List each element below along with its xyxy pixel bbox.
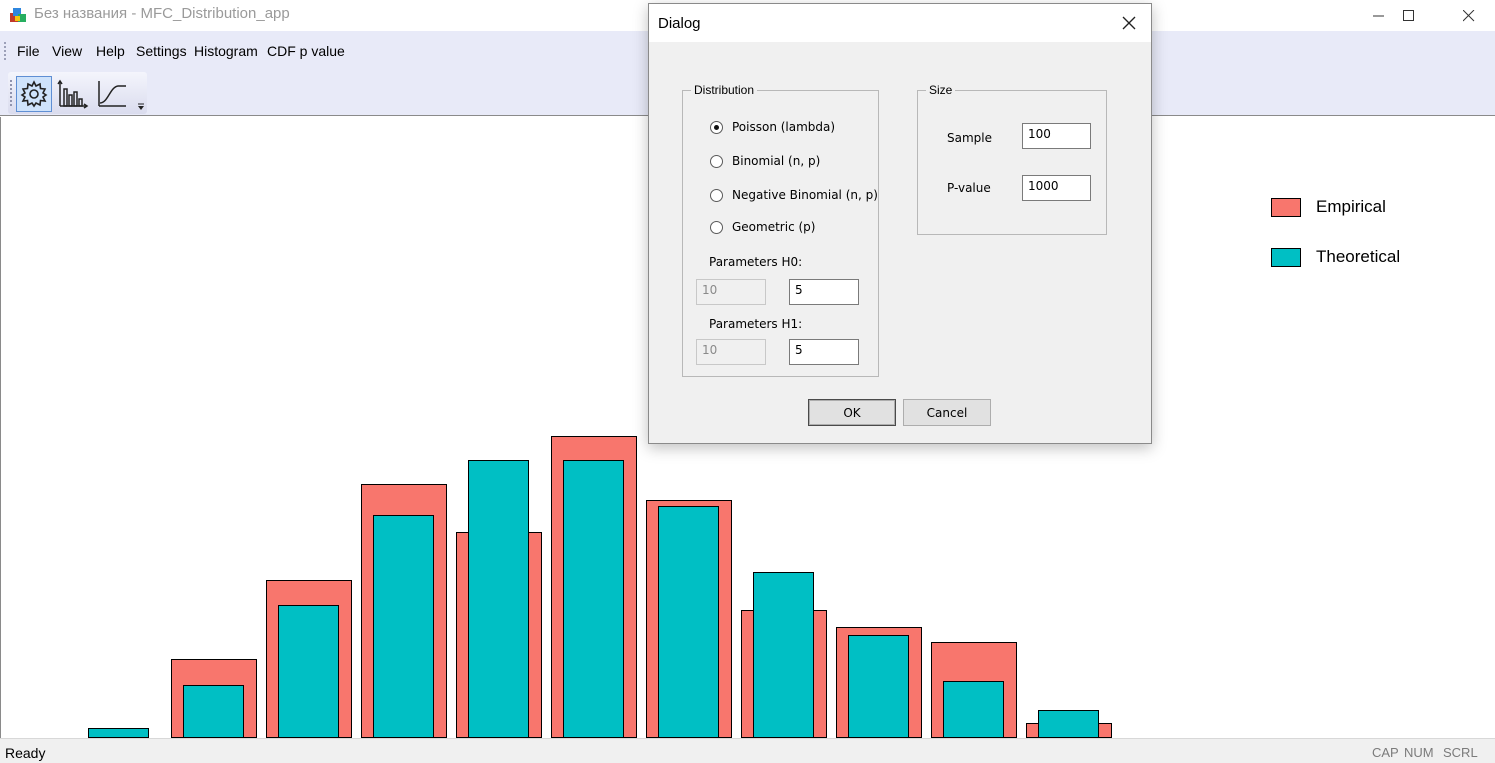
legend-item-empirical: Empirical <box>1271 197 1386 217</box>
theoretical-bar-6 <box>658 506 719 738</box>
legend-swatch-empirical <box>1271 197 1301 217</box>
radio-label-poisson: Poisson (lambda) <box>732 120 836 134</box>
close-icon <box>1122 16 1136 30</box>
radio-button[interactable] <box>710 188 723 202</box>
radio-button[interactable] <box>710 154 723 168</box>
maximize-icon <box>1403 9 1414 21</box>
pvalue-field[interactable]: 1000 <box>1022 175 1091 201</box>
cdf-toolbar-button[interactable] <box>94 76 130 112</box>
h0-param1-field: 10 <box>696 279 766 305</box>
menu-file[interactable]: File <box>17 43 40 59</box>
cdf-curve-icon <box>98 81 126 107</box>
window-title: Без названия - MFC_Distribution_app <box>34 5 290 22</box>
toolbar-options-icon[interactable] <box>137 103 145 111</box>
histogram-icon <box>57 79 89 109</box>
parameters-h1-label: Parameters H1: <box>709 317 803 331</box>
theoretical-bar-9 <box>943 681 1004 738</box>
legend-item-theoretical: Theoretical <box>1271 247 1400 267</box>
theoretical-bar-5 <box>563 460 624 738</box>
app-icon <box>10 8 26 22</box>
settings-dialog: Dialog Distribution Poisson (lambda) Bin… <box>648 3 1152 444</box>
menubar-grip[interactable] <box>4 42 6 60</box>
menu-cdf-p-value[interactable]: CDF p value <box>267 43 345 59</box>
dialog-title-bar[interactable]: Dialog <box>649 4 1151 42</box>
parameters-h0-label: Parameters H0: <box>709 255 803 269</box>
maximize-button[interactable] <box>1386 0 1432 31</box>
minimize-button[interactable] <box>1356 0 1402 31</box>
h0-param2-field[interactable]: 5 <box>789 279 859 305</box>
status-text: Ready <box>5 745 46 761</box>
theoretical-bar-4 <box>468 460 529 738</box>
theoretical-bar-7 <box>753 572 814 738</box>
close-icon <box>1463 9 1475 21</box>
ok-button[interactable]: OK <box>808 399 896 426</box>
menu-help[interactable]: Help <box>96 43 125 59</box>
radio-label-binomial: Binomial (n, p) <box>732 154 821 168</box>
cancel-button[interactable]: Cancel <box>903 399 991 426</box>
distribution-group: Distribution <box>682 83 879 377</box>
radio-poisson[interactable]: Poisson (lambda) <box>710 120 835 134</box>
h1-param1-field: 10 <box>696 339 766 365</box>
menu-view[interactable]: View <box>52 43 83 59</box>
legend-label-empirical: Empirical <box>1316 197 1386 216</box>
legend-label-theoretical: Theoretical <box>1316 247 1401 266</box>
theoretical-bar-10 <box>1038 710 1099 738</box>
size-caption: Size <box>926 83 956 97</box>
radio-negative-binomial[interactable]: Negative Binomial (n, p) <box>710 188 878 202</box>
dialog-title: Dialog <box>658 15 701 32</box>
sample-field[interactable]: 100 <box>1022 123 1091 149</box>
toolbar-grip[interactable] <box>10 80 12 106</box>
theoretical-bar-8 <box>848 635 909 738</box>
sample-label: Sample <box>947 131 992 145</box>
gear-icon <box>20 80 48 108</box>
status-bar: Ready CAP NUM SCRL <box>0 738 1495 763</box>
dialog-close-button[interactable] <box>1107 4 1151 42</box>
radio-label-geometric: Geometric (p) <box>732 220 816 234</box>
status-scrl: SCRL <box>1443 745 1478 760</box>
theoretical-bar-3 <box>373 515 434 738</box>
pvalue-label: P-value <box>947 181 991 195</box>
h1-param2-field[interactable]: 5 <box>789 339 859 365</box>
toolbar-group <box>8 72 147 114</box>
radio-label-negative-binomial: Negative Binomial (n, p) <box>732 188 878 202</box>
close-window-button[interactable] <box>1446 0 1492 31</box>
radio-button[interactable] <box>710 120 723 134</box>
radio-button[interactable] <box>710 220 723 234</box>
size-group: Size <box>917 83 1107 235</box>
histogram-chart <box>88 436 1112 738</box>
theoretical-bar-2 <box>278 605 339 738</box>
status-cap: CAP <box>1372 745 1399 760</box>
settings-toolbar-button[interactable] <box>16 76 52 112</box>
distribution-caption: Distribution <box>691 83 758 97</box>
status-num: NUM <box>1404 745 1434 760</box>
radio-geometric[interactable]: Geometric (p) <box>710 220 815 234</box>
menu-settings[interactable]: Settings <box>136 43 187 59</box>
theoretical-bar-0 <box>88 728 149 738</box>
legend-swatch-theoretical <box>1271 247 1301 267</box>
radio-binomial[interactable]: Binomial (n, p) <box>710 154 820 168</box>
menu-histogram[interactable]: Histogram <box>194 43 258 59</box>
minimize-icon <box>1373 15 1384 16</box>
theoretical-bar-1 <box>183 685 244 738</box>
histogram-toolbar-button[interactable] <box>55 76 91 112</box>
